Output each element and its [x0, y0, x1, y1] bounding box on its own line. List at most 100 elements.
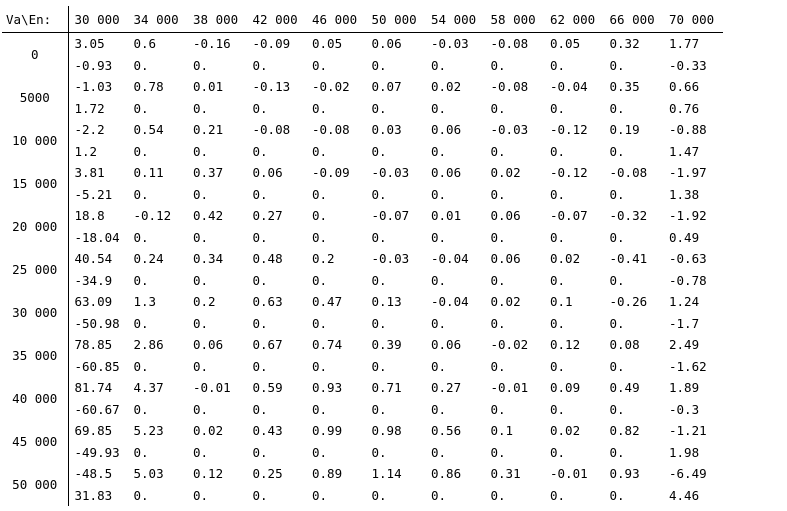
column-header: 30 000 [68, 6, 128, 33]
cell-top: 0. [312, 208, 328, 224]
row-top: 40 000 81.74 4.37 -0.01 0.59 0.93 0.71 0.27 -0.0… [2, 377, 723, 420]
cell-top: 0.56 [431, 423, 462, 439]
row-label: 30 000 [2, 291, 69, 334]
cell-bottom: 0. [193, 100, 209, 116]
cell-top: -0.04 [431, 251, 469, 267]
row-top: 0 3.05 0.6 -0.16 -0.09 0.05 0.06 -0.03 -0.08 0.05… [2, 32, 723, 76]
cell-top: 1.89 [669, 380, 700, 396]
cell-top: -0.08 [609, 165, 648, 181]
cell-bottom: 0. [193, 315, 209, 331]
column-header: 58 000 [484, 6, 544, 33]
cell-top: 0.99 [312, 423, 343, 439]
column-header: 50 000 [365, 6, 425, 33]
column-header: 62 000 [544, 6, 604, 33]
row-bottom: -49.93 0. 0. 0. 0. 0. 0. 0. 0. 0. 1.98 [2, 442, 723, 464]
cell-bottom: 0. [490, 315, 506, 331]
cell-bottom: 0. [252, 358, 268, 374]
cell-top: 0.93 [312, 380, 343, 396]
cell-bottom: 0. [490, 100, 506, 116]
row-top: 5000 -1.03 0.78 0.01 -0.13 -0.02 0.07 0.02 -0.08… [2, 76, 723, 119]
cell-bottom: 0. [609, 229, 625, 245]
cell-top: 5.23 [133, 423, 164, 439]
cell-top: 0.13 [371, 294, 402, 310]
row-bottom: -5.21 0. 0. 0. 0. 0. 0. 0. 0. 0. 1.38 [2, 184, 723, 206]
cell-bottom: 0. [431, 315, 447, 331]
cell-bottom: 0. [371, 229, 387, 245]
cell-top: -0.26 [609, 294, 648, 310]
cell-bottom: -60.67 [74, 401, 120, 417]
cell-bottom: 0. [193, 229, 209, 245]
cell-top: -0.01 [193, 380, 231, 396]
cell-bottom: 0. [609, 315, 625, 331]
column-header: 38 000 [187, 6, 247, 33]
cell-top: 3.81 [74, 165, 105, 181]
cell-bottom: 0. [312, 143, 328, 159]
cell-top: 0.34 [193, 251, 224, 267]
cell-bottom: 0. [550, 57, 566, 73]
row-bottom: 1.72 0. 0. 0. 0. 0. 0. 0. 0. 0. 0.76 [2, 98, 723, 120]
cell-top: -0.04 [550, 79, 588, 95]
cell-top: 0.27 [252, 208, 283, 224]
cell-top: 0.19 [609, 122, 640, 138]
row-label: 10 000 [2, 119, 69, 162]
cell-bottom: 0. [371, 315, 387, 331]
cell-top: -0.03 [490, 122, 529, 138]
cell-top: 0.31 [490, 466, 521, 482]
cell-bottom: 1.47 [669, 143, 700, 159]
cell-top: -0.08 [312, 122, 350, 138]
cell-bottom: 0. [133, 143, 149, 159]
cell-top: 0.06 [431, 165, 462, 181]
cell-bottom: -50.98 [74, 315, 120, 331]
cell-top: -0.13 [252, 79, 291, 95]
cell-bottom: 0. [133, 186, 149, 202]
cell-top: 0.6 [133, 36, 157, 52]
cell-top: 0.89 [312, 466, 343, 482]
cell-top: 0.25 [252, 466, 283, 482]
cell-top: -1.92 [669, 208, 707, 224]
cell-top: 0.24 [133, 251, 164, 267]
cell-bottom: 0. [609, 401, 625, 417]
cell-bottom: 0. [490, 57, 506, 73]
cell-top: -0.01 [550, 466, 588, 482]
cell-bottom: 0. [371, 487, 387, 503]
cell-top: 0.66 [669, 79, 700, 95]
cell-top: 0.37 [193, 165, 224, 181]
cell-bottom: 0. [193, 401, 209, 417]
row-label: 35 000 [2, 334, 69, 377]
cell-bottom: 0. [431, 57, 447, 73]
cell-bottom: 0. [371, 57, 387, 73]
cell-top: 0.06 [371, 36, 402, 52]
cell-bottom: 0. [431, 358, 447, 374]
cell-bottom: 0. [490, 229, 506, 245]
cell-bottom: 0. [193, 143, 209, 159]
cell-bottom: 0. [431, 272, 447, 288]
cell-top: 3.05 [74, 36, 105, 52]
column-header: 34 000 [127, 6, 187, 33]
cell-bottom: 0. [609, 57, 625, 73]
cell-bottom: 0. [252, 272, 268, 288]
row-bottom: -50.98 0. 0. 0. 0. 0. 0. 0. 0. 0. -1.7 [2, 313, 723, 335]
cell-bottom: 0. [490, 358, 506, 374]
cell-bottom: 0. [133, 100, 149, 116]
cell-bottom: 0. [252, 100, 268, 116]
cell-top: -0.12 [133, 208, 172, 224]
cell-bottom: -49.93 [74, 444, 120, 460]
row-top: 30 000 63.09 1.3 0.2 0.63 0.47 0.13 -0.04 0.02 0.… [2, 291, 723, 334]
table-wrap: Va\En: 30 000 34 000 38 000 42 000 46 000 50 0… [2, 6, 723, 506]
cell-top: 0.1 [550, 294, 573, 310]
cell-top: 0.2 [193, 294, 216, 310]
cell-bottom: 0. [312, 444, 328, 460]
column-header: 66 000 [603, 6, 663, 33]
corner-header: Va\En: [2, 6, 69, 33]
cell-bottom: 0. [252, 57, 268, 73]
cell-bottom: 0. [371, 100, 387, 116]
cell-bottom: 0. [550, 401, 566, 417]
cell-bottom: 1.38 [669, 186, 700, 202]
cell-bottom: 0. [609, 358, 625, 374]
cell-top: 0.06 [252, 165, 283, 181]
cell-bottom: 0. [133, 57, 149, 73]
row-bottom: 1.2 0. 0. 0. 0. 0. 0. 0. 0. 0. 1.47 [2, 141, 723, 163]
cell-bottom: 0. [371, 143, 387, 159]
cell-bottom: 0. [193, 487, 209, 503]
cell-bottom: 0. [193, 358, 209, 374]
